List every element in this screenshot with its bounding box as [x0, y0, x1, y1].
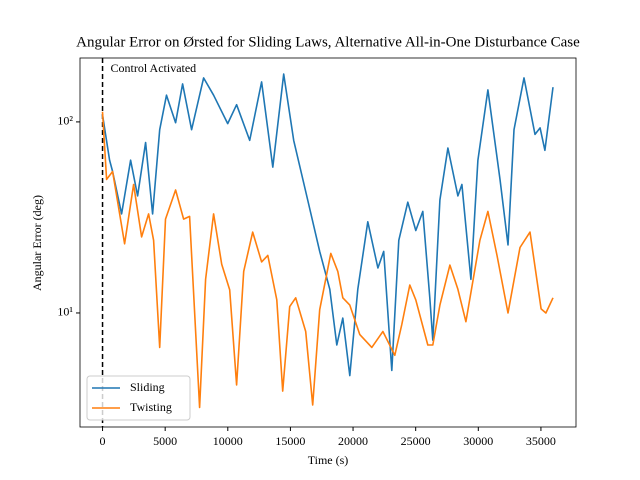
- x-tick-label: 0: [100, 434, 106, 448]
- x-axis-label: Time (s): [308, 453, 349, 467]
- y-axis-label: Angular Error (deg): [30, 195, 44, 291]
- x-tick-label: 35000: [526, 434, 556, 448]
- legend-label: Sliding: [130, 380, 165, 394]
- legend-label: Twisting: [130, 400, 172, 414]
- chart-title: Angular Error on Ørsted for Sliding Laws…: [76, 34, 580, 50]
- x-tick-label: 30000: [463, 434, 493, 448]
- y-tick-label: 10²: [57, 114, 73, 128]
- y-tick-label: 10¹: [57, 305, 73, 319]
- x-tick-label: 10000: [213, 434, 243, 448]
- x-tick-label: 5000: [153, 434, 177, 448]
- series-line: [101, 111, 554, 409]
- annotation: Control Activated: [111, 61, 197, 75]
- x-tick-label: 25000: [401, 434, 431, 448]
- x-tick-label: 20000: [338, 434, 368, 448]
- plot-frame: [79, 57, 577, 428]
- x-tick-label: 15000: [275, 434, 305, 448]
- series-line: [101, 73, 554, 377]
- legend-box: [86, 375, 191, 421]
